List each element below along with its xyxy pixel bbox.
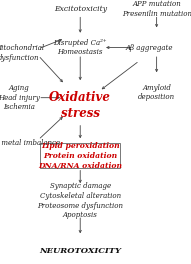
Text: Oxidative
stress: Oxidative stress <box>49 91 111 120</box>
Text: APP mutation
Presenilin mutation: APP mutation Presenilin mutation <box>122 0 191 18</box>
Text: Redox metal imbalance: Redox metal imbalance <box>0 139 61 147</box>
Text: Amyloid
deposition: Amyloid deposition <box>138 83 175 101</box>
Text: Disrupted Ca²⁺
Homeostasis: Disrupted Ca²⁺ Homeostasis <box>53 39 107 56</box>
Text: NEUROTOXICITY: NEUROTOXICITY <box>39 247 121 255</box>
Text: Synaptic damage
Cytoskeletal alteration
Proteosome dysfunction
Apoptosis: Synaptic damage Cytoskeletal alteration … <box>37 182 123 219</box>
Text: Aging
Head injury
Ischemia: Aging Head injury Ischemia <box>0 84 40 111</box>
Text: Excitotoxicity: Excitotoxicity <box>54 5 107 13</box>
FancyBboxPatch shape <box>40 143 120 168</box>
Text: Lipid peroxidation
Protein oxidation
DNA/RNA oxidation: Lipid peroxidation Protein oxidation DNA… <box>38 142 122 169</box>
Text: Mitochondrial
dysfunction: Mitochondrial dysfunction <box>0 44 44 62</box>
Text: Aβ aggregate: Aβ aggregate <box>125 44 173 51</box>
